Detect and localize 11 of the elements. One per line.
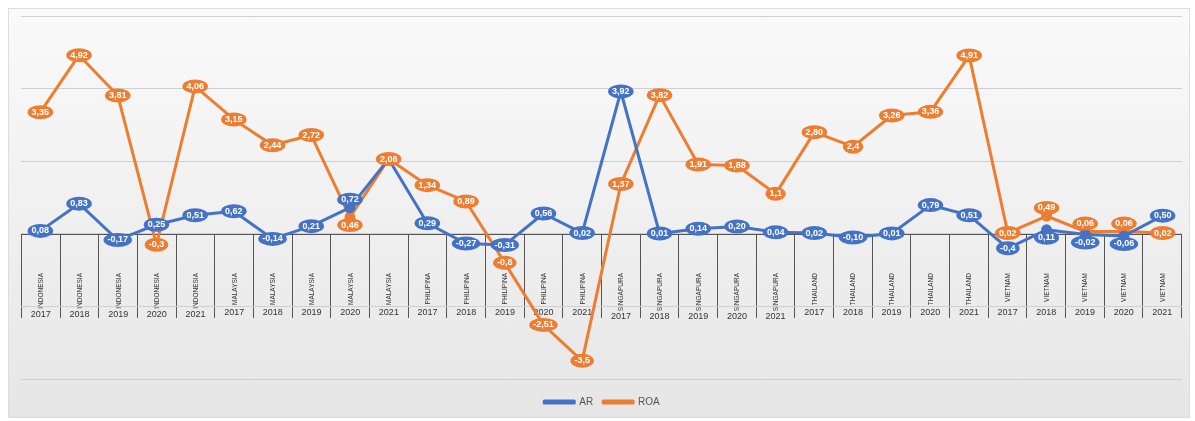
legend-label: AR: [579, 395, 594, 407]
data-label: 0,11: [1038, 232, 1056, 243]
data-label: 0,49: [1037, 202, 1056, 213]
data-label: -0,06: [1113, 238, 1135, 249]
data-label: 1,1: [769, 188, 782, 199]
data-label: 0,06: [1076, 218, 1095, 229]
data-label: 0,46: [341, 219, 359, 230]
data-label: 0,06: [1115, 218, 1133, 229]
legend-label: ROA: [638, 395, 661, 407]
data-label: 0,72: [341, 194, 359, 205]
data-label: -0,02: [1074, 237, 1096, 248]
